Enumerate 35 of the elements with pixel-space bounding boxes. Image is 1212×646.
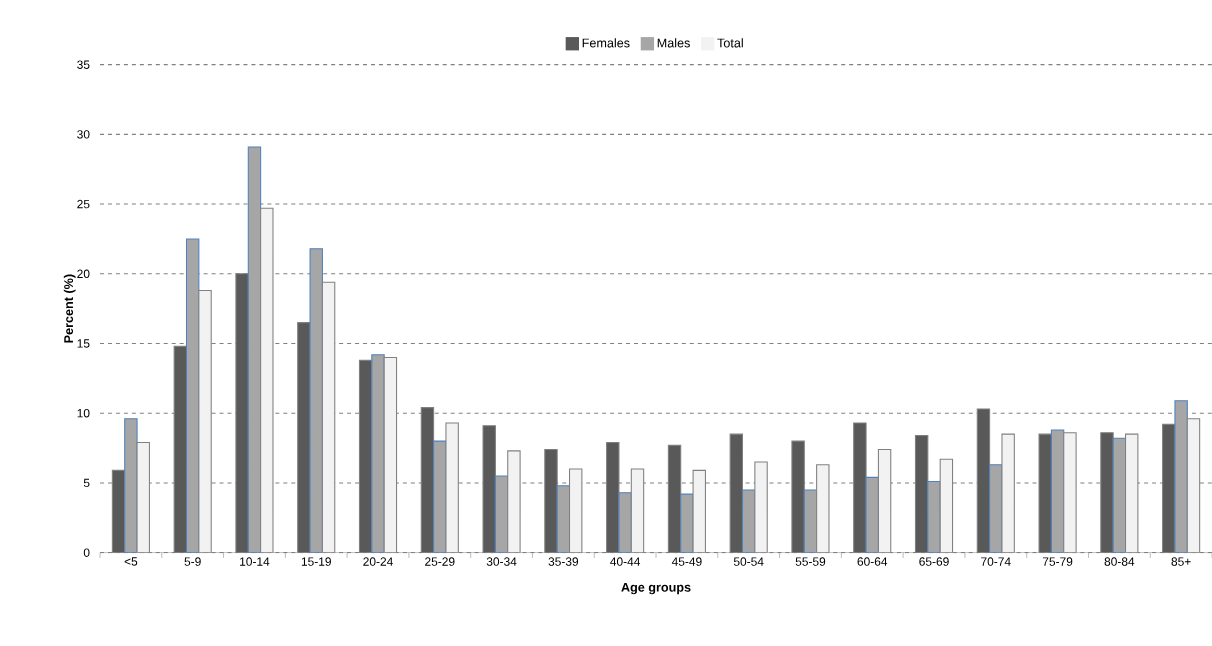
x-tick-label: 50-54	[733, 557, 764, 566]
y-tick-label: 0	[83, 548, 90, 557]
y-tick-label: 10	[77, 408, 90, 418]
y-tick-label: 30	[77, 130, 90, 139]
y-tick-label: 25	[77, 199, 90, 209]
x-tick-label: 5-9	[184, 557, 201, 566]
y-tick-label: 35	[77, 60, 90, 69]
x-tick-label: 85+	[1171, 557, 1191, 566]
x-tick-label: 35-39	[548, 557, 579, 566]
x-tick-label: 45-49	[671, 557, 702, 566]
bar	[544, 448, 558, 553]
y-axis-title: Percent (%)	[63, 274, 76, 343]
x-tick-label: 25-29	[425, 557, 455, 566]
x-tick-label: <5	[124, 557, 138, 566]
x-tick-label: 70-74	[981, 557, 1011, 566]
x-tick-label: 10-14	[240, 557, 270, 566]
x-tick-label: 30-34	[486, 557, 517, 566]
legend-label: Total	[717, 38, 743, 48]
x-tick-label: 40-44	[610, 557, 641, 566]
x-tick-label: 15-19	[301, 557, 331, 566]
x-tick-label: 80-84	[1104, 557, 1135, 566]
bar	[927, 481, 941, 553]
legend-label: Females	[582, 38, 630, 48]
y-tick-label: 15	[77, 339, 90, 348]
legend-label: Males	[657, 38, 690, 48]
bar	[1100, 432, 1114, 553]
bar	[371, 354, 385, 553]
x-tick-label: 75-79	[1042, 557, 1073, 566]
x-tick-label: 55-59	[795, 557, 826, 566]
y-tick-label: 20	[77, 269, 90, 279]
x-tick-label: 65-69	[919, 557, 949, 566]
x-tick-label: 20-24	[363, 557, 393, 566]
y-tick-label: 5	[83, 478, 90, 488]
x-axis-title: Age groups	[621, 582, 691, 595]
x-tick-label: 60-64	[857, 557, 888, 566]
